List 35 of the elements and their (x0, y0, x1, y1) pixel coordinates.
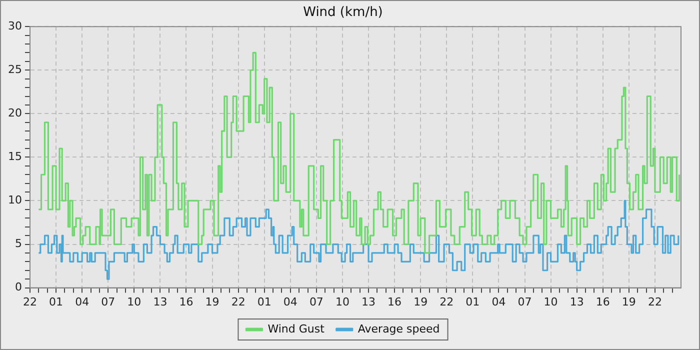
y-tick-label: 10 (8, 194, 22, 207)
x-tick-label: 01 (257, 295, 272, 308)
x-tick-label: 13 (153, 295, 168, 308)
x-tick-label: 10 (544, 295, 558, 308)
legend-label: Average speed (358, 322, 440, 336)
x-tick-label: 10 (127, 295, 142, 308)
x-tick-label: 07 (309, 295, 324, 308)
x-tick-label: 04 (492, 295, 506, 308)
x-tick-label: 16 (596, 295, 610, 308)
y-tick-label: 5 (14, 237, 22, 250)
legend-label: Wind Gust (268, 322, 326, 336)
y-tick-label: 30 (8, 19, 22, 32)
x-tick-label: 01 (466, 295, 480, 308)
x-tick-label: 07 (518, 295, 532, 308)
x-tick-label: 19 (622, 295, 636, 308)
y-tick-label: 0 (14, 280, 22, 294)
y-tick-label: 20 (8, 106, 22, 120)
x-tick-label: 10 (335, 295, 350, 308)
x-tick-label: 01 (49, 295, 64, 308)
x-tick-label: 16 (179, 295, 194, 308)
x-tick-label: 07 (101, 295, 116, 308)
x-tick-label: 13 (570, 295, 584, 308)
y-tick-label: 25 (8, 62, 22, 76)
x-tick-label: 04 (75, 295, 90, 308)
x-tick-label: 22 (22, 295, 37, 308)
x-tick-label: 22 (231, 295, 246, 308)
x-tick-label: 19 (205, 295, 220, 308)
x-tick-label: 13 (362, 295, 376, 308)
x-tick-label: 19 (414, 295, 428, 308)
x-tick-label: 16 (388, 295, 402, 308)
y-tick-label: 15 (8, 150, 22, 164)
x-tick-label: 22 (440, 295, 454, 308)
x-tick-label: 04 (283, 295, 298, 308)
x-tick-label: 22 (648, 295, 662, 308)
chart-title: Wind (km/h) (303, 5, 383, 20)
